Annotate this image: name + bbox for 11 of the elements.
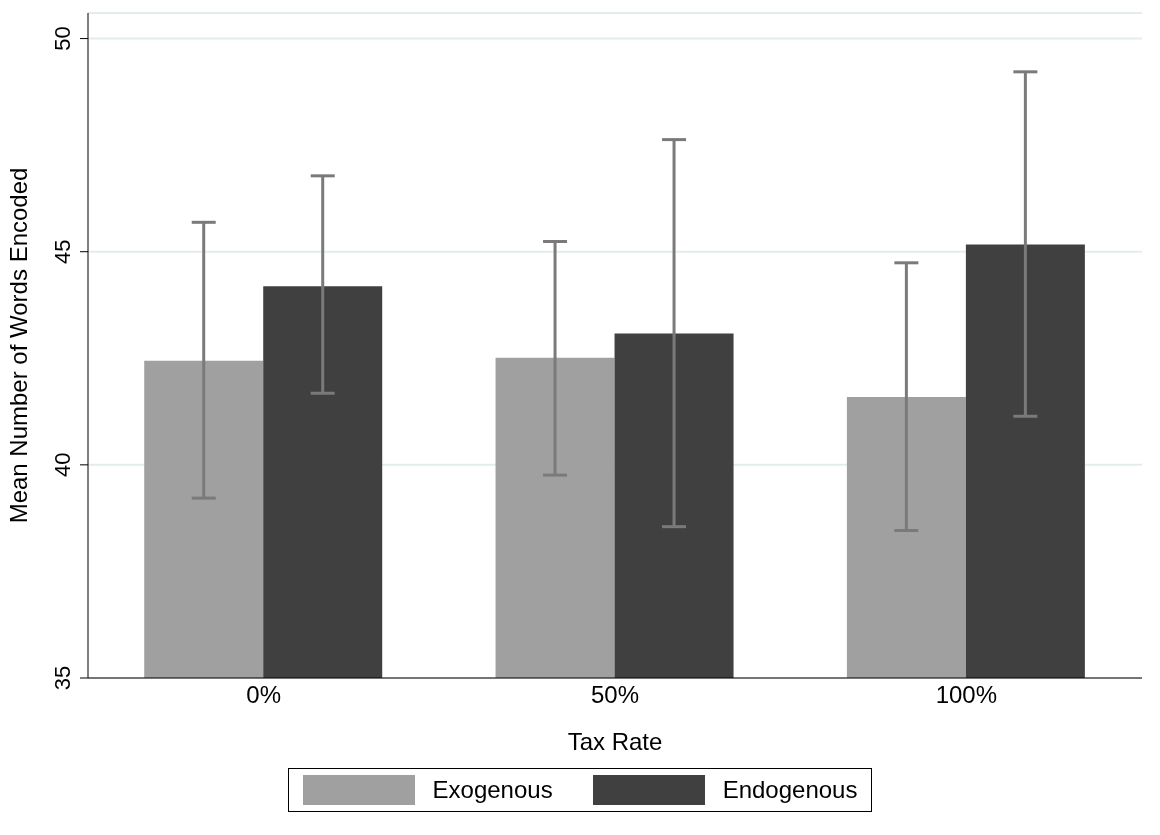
y-tick-label: 45	[50, 239, 75, 264]
y-axis-title: Mean Number of Words Encoded	[4, 167, 32, 524]
x-tick-label: 50%	[590, 681, 640, 709]
x-axis-title: Tax Rate	[567, 728, 663, 755]
x-tick-label: 0%	[246, 681, 282, 709]
legend-label: Exogenous	[432, 776, 553, 804]
x-tick-label: 100%	[935, 681, 998, 709]
y-tick-label: 35	[50, 665, 75, 691]
legend-label: Endogenous	[722, 776, 858, 804]
y-tick-label: 50	[50, 26, 75, 51]
y-tick-label: 40	[50, 452, 75, 478]
